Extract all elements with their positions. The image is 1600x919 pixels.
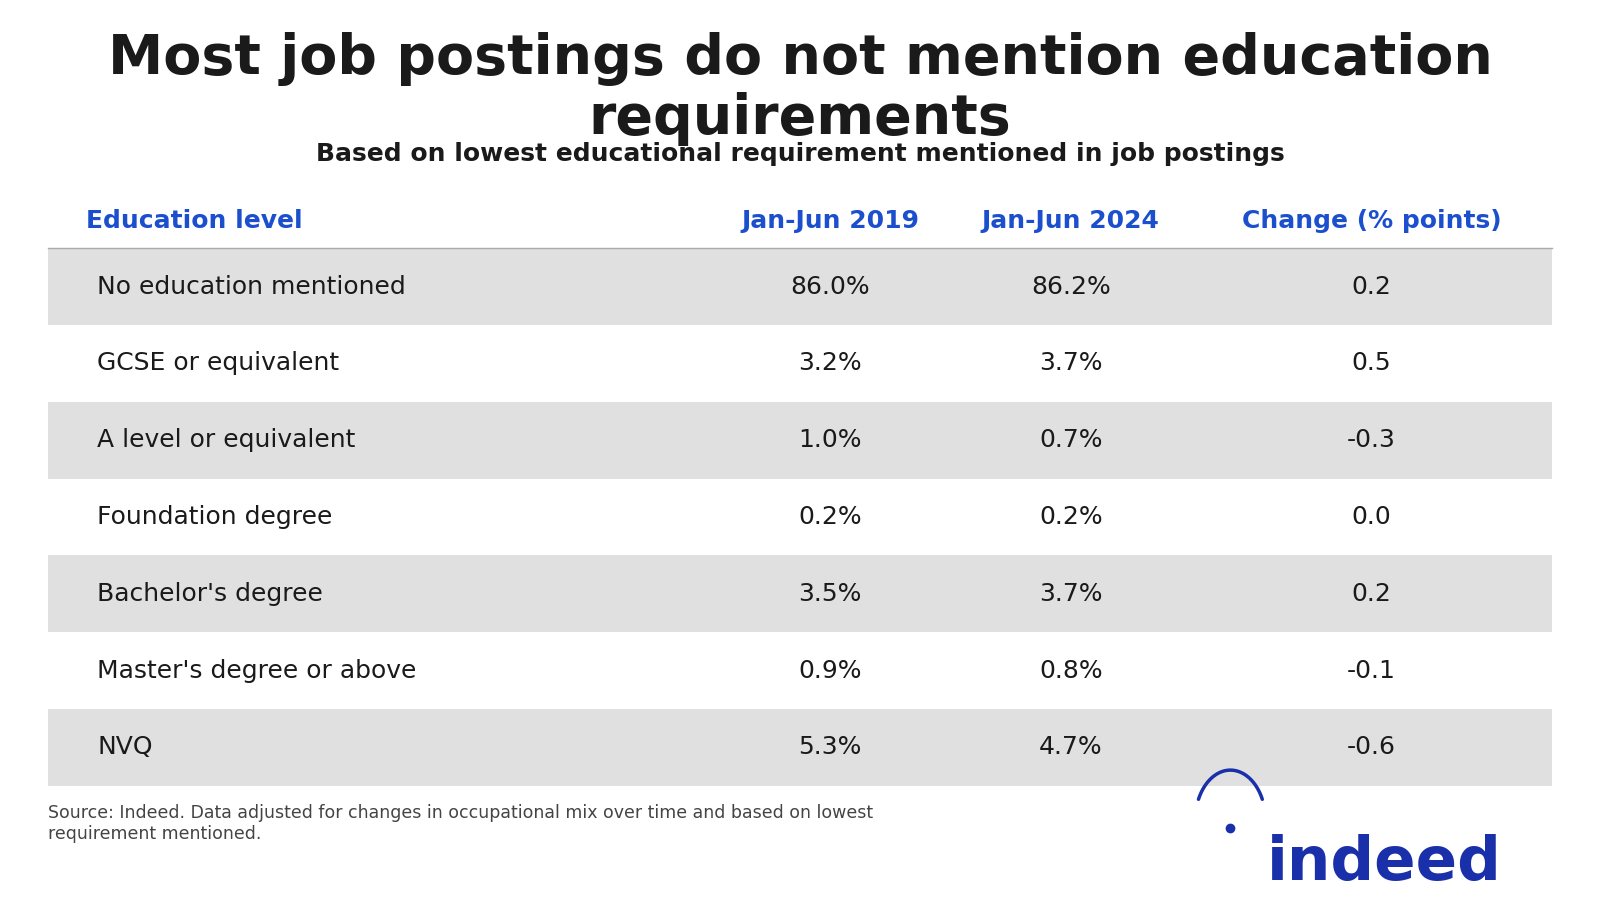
Text: 86.0%: 86.0% <box>790 275 870 299</box>
Text: NVQ: NVQ <box>98 735 152 759</box>
Text: No education mentioned: No education mentioned <box>98 275 406 299</box>
Text: 0.7%: 0.7% <box>1038 428 1102 452</box>
Text: Most job postings do not mention education
requirements: Most job postings do not mention educati… <box>107 32 1493 146</box>
Bar <box>48 555 1552 632</box>
Text: 0.9%: 0.9% <box>798 659 862 683</box>
Text: Jan-Jun 2019: Jan-Jun 2019 <box>741 209 918 233</box>
Bar <box>48 479 1552 555</box>
Text: 86.2%: 86.2% <box>1030 275 1110 299</box>
Text: 4.7%: 4.7% <box>1038 735 1102 759</box>
Text: Bachelor's degree: Bachelor's degree <box>98 582 323 606</box>
Text: 0.5: 0.5 <box>1352 351 1392 375</box>
Text: 0.0: 0.0 <box>1352 505 1392 529</box>
Text: -0.1: -0.1 <box>1347 659 1395 683</box>
Text: 3.2%: 3.2% <box>798 351 862 375</box>
Text: Based on lowest educational requirement mentioned in job postings: Based on lowest educational requirement … <box>315 142 1285 166</box>
Text: 3.7%: 3.7% <box>1038 582 1102 606</box>
Text: 3.5%: 3.5% <box>798 582 862 606</box>
Bar <box>48 248 1552 325</box>
Text: 3.7%: 3.7% <box>1038 351 1102 375</box>
Bar <box>48 709 1552 786</box>
Text: A level or equivalent: A level or equivalent <box>98 428 355 452</box>
Bar <box>48 325 1552 402</box>
Text: 0.2%: 0.2% <box>1038 505 1102 529</box>
Text: Master's degree or above: Master's degree or above <box>98 659 416 683</box>
Text: Foundation degree: Foundation degree <box>98 505 333 529</box>
Bar <box>48 402 1552 479</box>
Text: Source: Indeed. Data adjusted for changes in occupational mix over time and base: Source: Indeed. Data adjusted for change… <box>48 804 874 843</box>
Text: indeed: indeed <box>1267 834 1501 893</box>
Text: 0.2: 0.2 <box>1352 582 1392 606</box>
Text: 1.0%: 1.0% <box>798 428 862 452</box>
Text: 0.2%: 0.2% <box>798 505 862 529</box>
Text: Jan-Jun 2024: Jan-Jun 2024 <box>982 209 1160 233</box>
Text: Education level: Education level <box>86 209 302 233</box>
Text: 5.3%: 5.3% <box>798 735 862 759</box>
Bar <box>48 632 1552 709</box>
Text: GCSE or equivalent: GCSE or equivalent <box>98 351 339 375</box>
Text: 0.2: 0.2 <box>1352 275 1392 299</box>
Text: -0.6: -0.6 <box>1347 735 1397 759</box>
Text: -0.3: -0.3 <box>1347 428 1395 452</box>
Text: Change (% points): Change (% points) <box>1242 209 1501 233</box>
Text: 0.8%: 0.8% <box>1038 659 1102 683</box>
